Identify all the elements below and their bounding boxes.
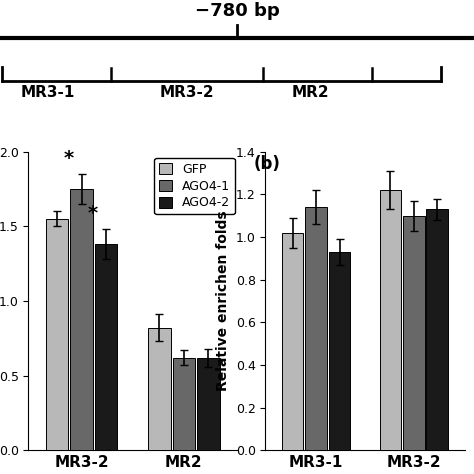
Bar — [282, 233, 303, 450]
Y-axis label: Relative enrichen folds: Relative enrichen folds — [216, 210, 230, 392]
Legend: GFP, AGO4-1, AGO4-2: GFP, AGO4-1, AGO4-2 — [155, 158, 235, 214]
Text: MR3-1: MR3-1 — [20, 85, 74, 100]
Bar — [427, 210, 448, 450]
Text: −780 bp: −780 bp — [195, 2, 279, 19]
Text: MR3-2: MR3-2 — [160, 85, 215, 100]
Text: MR2: MR2 — [292, 85, 329, 100]
Bar — [403, 216, 425, 450]
Text: *: * — [63, 149, 73, 168]
Bar — [197, 358, 219, 450]
Bar — [70, 189, 93, 450]
Bar — [329, 252, 350, 450]
Text: *: * — [88, 204, 98, 223]
Bar — [46, 219, 68, 450]
Bar — [95, 244, 118, 450]
Bar — [148, 328, 171, 450]
Bar — [380, 190, 401, 450]
Text: (b): (b) — [254, 155, 281, 173]
Bar — [305, 207, 327, 450]
Bar — [173, 358, 195, 450]
